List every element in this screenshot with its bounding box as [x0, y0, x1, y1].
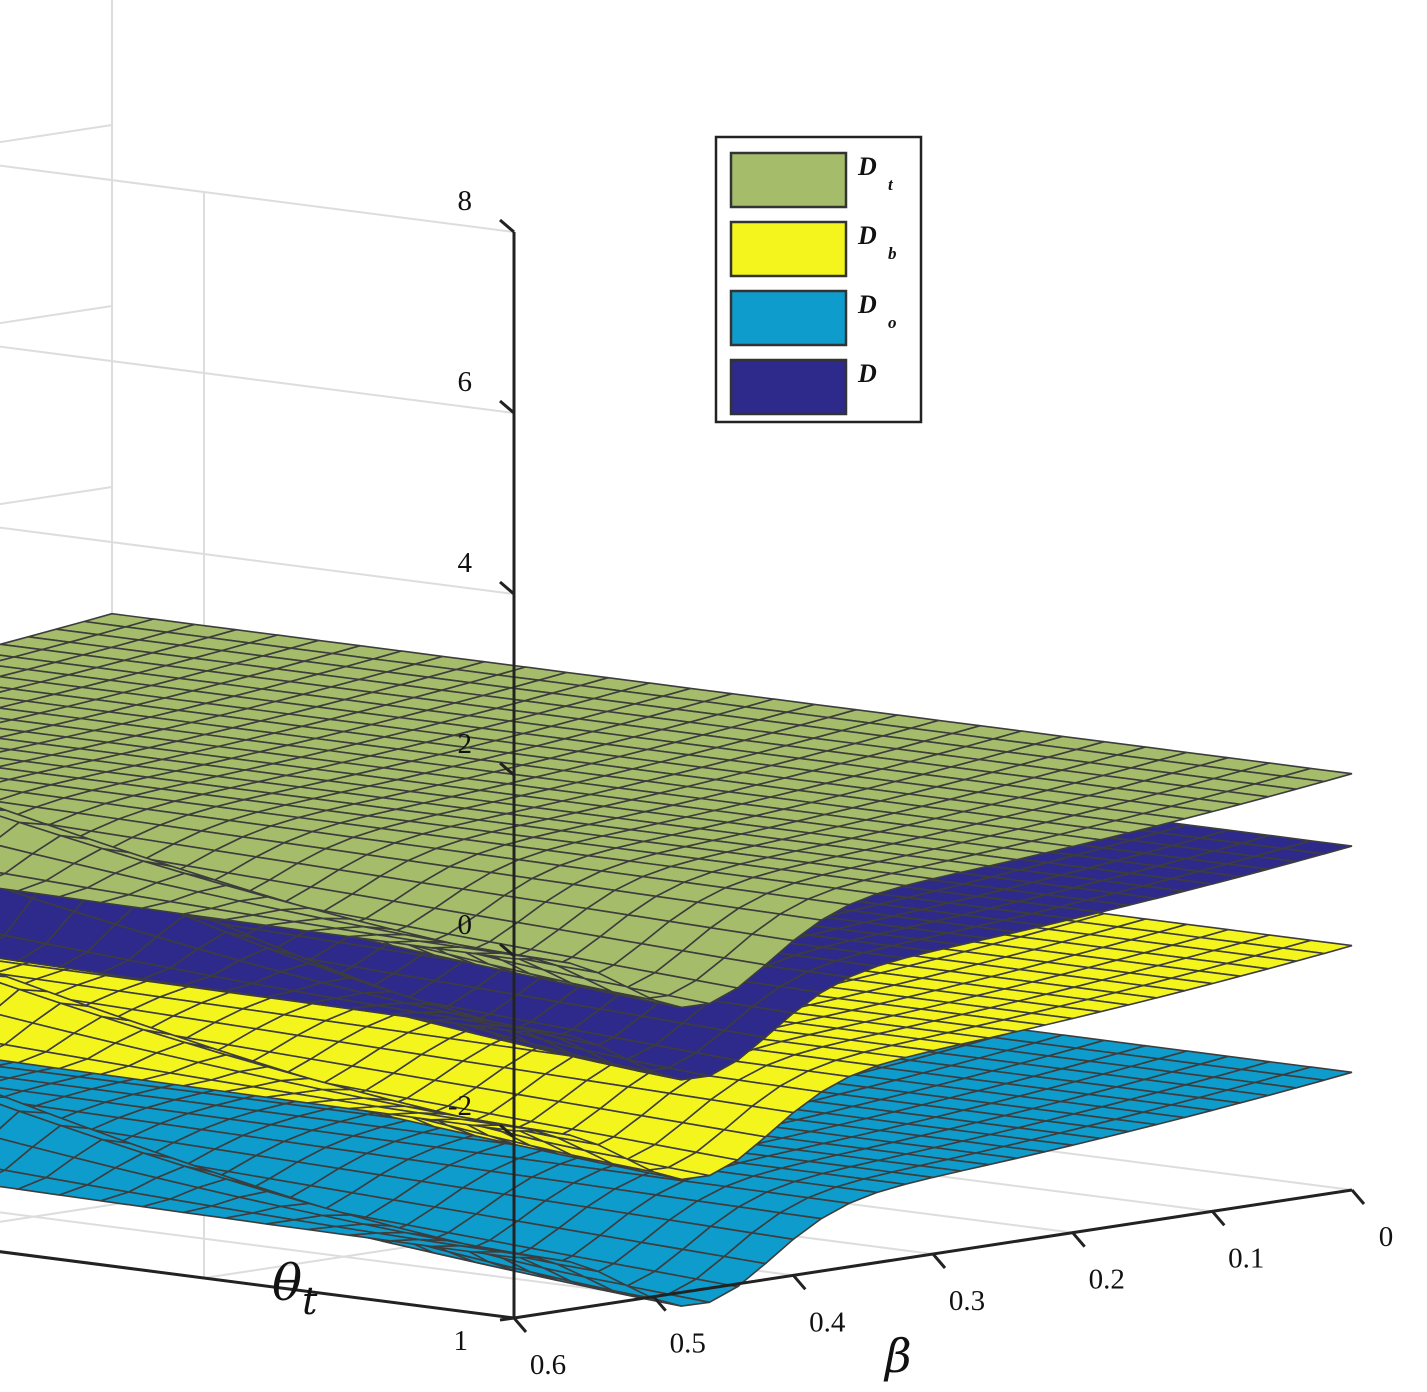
legend-swatch [729, 151, 848, 209]
surface-cell [0, 654, 14, 662]
surface-cell [0, 933, 7, 940]
x-tick-label: 0.4 [809, 1306, 846, 1338]
surface-cell [0, 871, 8, 877]
z-tick-label: 2 [458, 728, 473, 760]
surface-cell [0, 1042, 8, 1048]
z-tick [499, 218, 515, 234]
surface-cell [0, 1087, 23, 1099]
grid-line [0, 305, 113, 325]
z-tick [499, 761, 515, 777]
surface-cell [0, 1043, 49, 1064]
z-tick-label: 6 [458, 366, 473, 398]
surface-cell [0, 973, 6, 978]
x-tick-label: 0.6 [530, 1349, 566, 1381]
grid-line [0, 526, 515, 595]
surface-cell [0, 1168, 8, 1174]
x-tick-label: 0.5 [670, 1328, 706, 1360]
surface-cell [0, 777, 10, 783]
z-tick [499, 1123, 515, 1139]
surface-cell [0, 1169, 49, 1190]
surface-cell [0, 934, 49, 962]
surface-cell [0, 1076, 10, 1082]
legend-label: D [857, 290, 877, 319]
surface-cell [0, 686, 13, 693]
surface-cell [0, 872, 49, 892]
legend-label-subscript: t [888, 175, 894, 194]
surface-cell [0, 747, 11, 753]
y-axis-line [0, 1250, 515, 1320]
surface-cell [0, 696, 27, 709]
x-axis-label: β [883, 1329, 912, 1383]
grid-line [0, 486, 113, 506]
surface-cell [0, 727, 25, 739]
x-tick-label: 0.3 [949, 1285, 985, 1317]
y-tick [499, 1316, 515, 1322]
z-tick-label: 0 [458, 909, 473, 941]
surface-cell [0, 788, 23, 801]
surface-cell [0, 982, 21, 1007]
x-tick [1350, 1189, 1366, 1205]
axes [0, 218, 1366, 1333]
grid-line [0, 345, 515, 414]
legend-label: D [857, 221, 877, 250]
legend-swatch [729, 220, 848, 278]
surface-cell [0, 1103, 21, 1130]
legend-swatch [729, 358, 848, 416]
surface-cell [0, 960, 23, 973]
z-tick-label: -2 [448, 1090, 472, 1122]
legend-label-subscript: b [888, 244, 897, 263]
x-tick-label: 0 [1379, 1221, 1394, 1253]
y-tick-label: 1 [454, 1325, 469, 1357]
grid-line [0, 0, 112, 72]
grid-line [0, 124, 113, 144]
surfaces [0, 612, 1353, 1307]
x-tick [1211, 1210, 1226, 1227]
surface-cell [0, 757, 24, 768]
x-tick-label: 0.2 [1089, 1264, 1125, 1296]
x-tick [931, 1253, 947, 1269]
legend-label: D [857, 152, 877, 181]
z-tick [499, 942, 515, 958]
x-tick [792, 1274, 807, 1291]
x-tick [512, 1317, 528, 1333]
z-tick-label: 4 [458, 547, 473, 579]
x-tick [1071, 1231, 1086, 1248]
surface-cell [0, 717, 12, 724]
surface-cell [0, 665, 28, 678]
z-tick-label: 8 [458, 185, 473, 217]
z-tick [499, 580, 515, 596]
z-tick [499, 399, 515, 415]
legend-label: D [857, 359, 877, 388]
legend-swatch [729, 289, 848, 347]
x-tick-label: 0.1 [1228, 1242, 1264, 1274]
surface-cell [0, 1094, 6, 1099]
x-tick [652, 1295, 667, 1312]
surface-cell [0, 807, 6, 811]
grid-line [0, 164, 515, 233]
surface-D-t [0, 612, 1353, 1009]
legend-label-subscript: o [888, 313, 897, 332]
surface-cell [0, 815, 21, 838]
y-axis-label: θt [272, 1254, 318, 1323]
